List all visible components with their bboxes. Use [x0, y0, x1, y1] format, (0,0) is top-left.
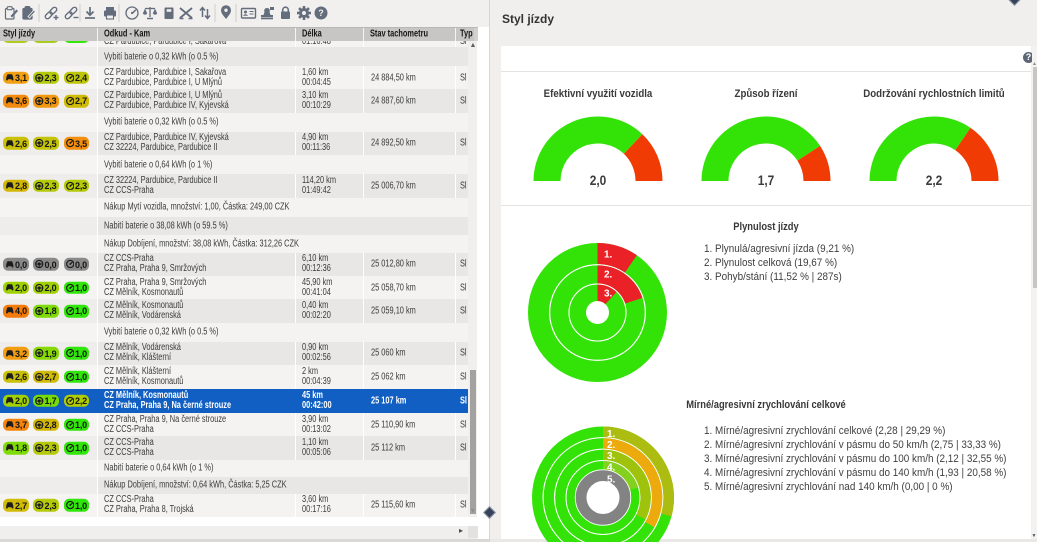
- svg-text:?: ?: [318, 8, 324, 18]
